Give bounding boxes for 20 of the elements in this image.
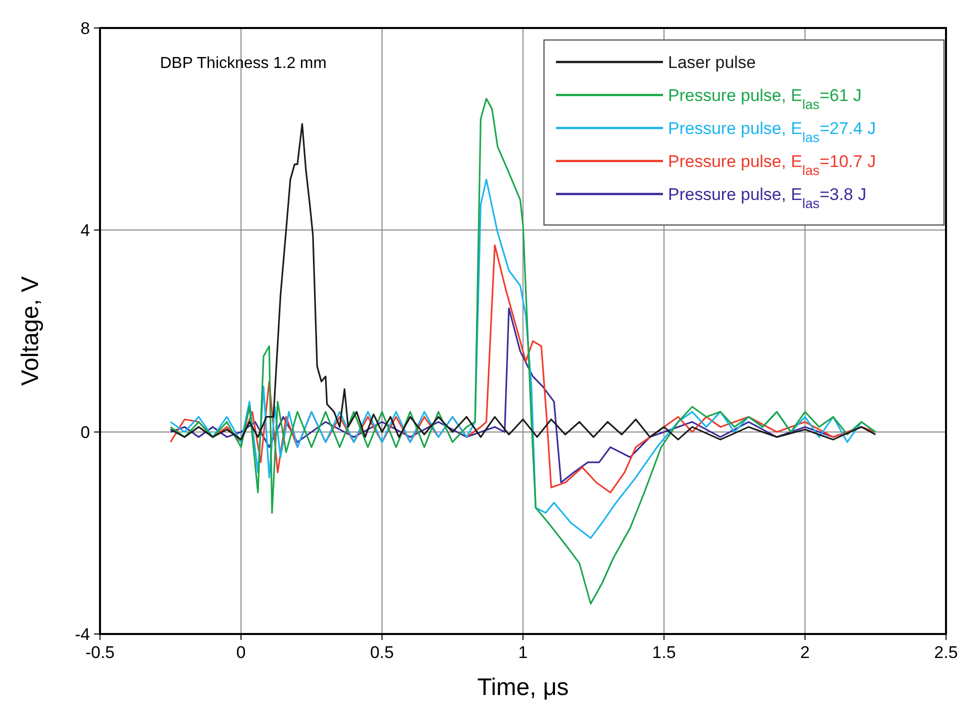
text: Pressure pulse, E$_{las}$=3.8 J <box>668 185 866 210</box>
text: Pressure pulse, E$_{las}$=10.7 J <box>668 152 876 178</box>
x-tick-label: 0.5 <box>370 643 394 662</box>
x-tick-label: 2 <box>800 643 810 662</box>
x-tick-label: 2.5 <box>934 643 958 662</box>
y-tick-label: 4 <box>80 221 90 240</box>
text: Pressure pulse, E$_{las}$=61 J <box>668 86 862 112</box>
x-tick-label: 0 <box>236 643 246 662</box>
x-tick-label: -0.5 <box>85 643 115 662</box>
x-tick-label: 1 <box>518 643 528 662</box>
y-axis-title: Voltage, V <box>17 276 44 386</box>
y-tick-label: 0 <box>80 423 90 442</box>
text: Pressure pulse, E$_{las}$=27.4 J <box>668 119 876 144</box>
line-series <box>170 123 876 440</box>
annotation: DBP Thickness 1.2 mm <box>160 55 327 72</box>
x-tick-label: 1.5 <box>652 643 676 662</box>
text: Laser pulse <box>668 53 756 72</box>
y-tick-label: 8 <box>80 19 90 38</box>
x-axis-title: Time, μs <box>477 674 569 701</box>
y-tick-label: -4 <box>74 625 90 644</box>
